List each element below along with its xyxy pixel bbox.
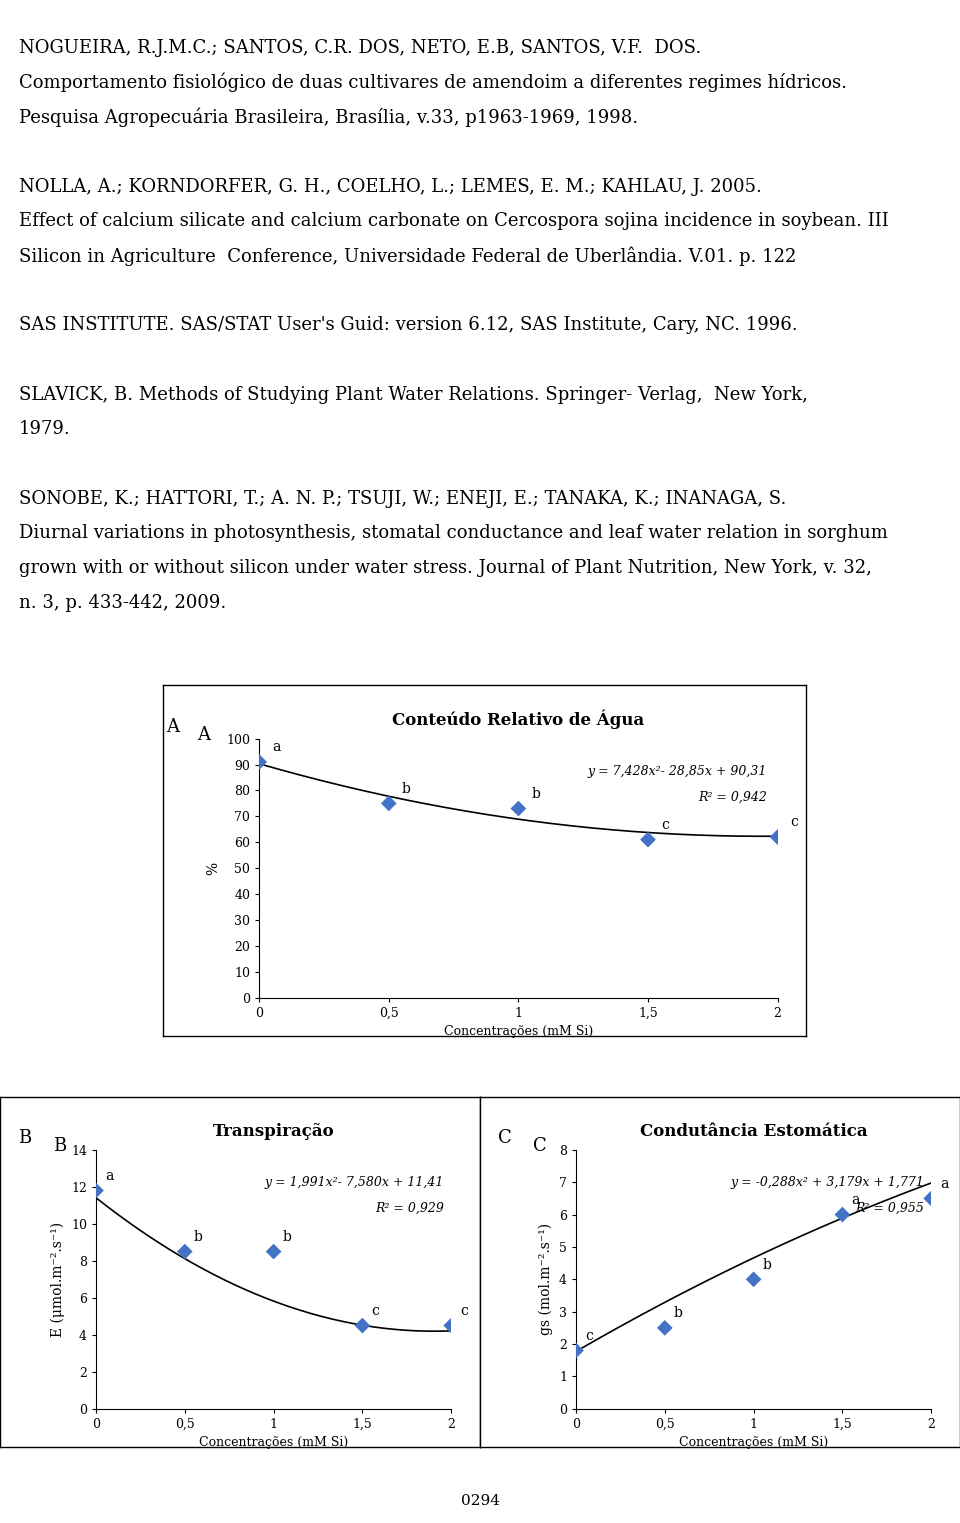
Text: NOGUEIRA, R.J.M.C.; SANTOS, C.R. DOS, NETO, E.B, SANTOS, V.F.  DOS.: NOGUEIRA, R.J.M.C.; SANTOS, C.R. DOS, NE… xyxy=(19,38,702,56)
Point xyxy=(568,1339,584,1363)
Point xyxy=(444,1313,459,1337)
Text: C: C xyxy=(498,1129,512,1147)
Text: c: c xyxy=(660,818,669,832)
Text: b: b xyxy=(402,781,411,795)
X-axis label: Concentrações (mM Si): Concentrações (mM Si) xyxy=(199,1436,348,1450)
Text: grown with or without silicon under water stress. Journal of Plant Nutrition, Ne: grown with or without silicon under wate… xyxy=(19,559,872,577)
Point xyxy=(924,1186,939,1211)
Point xyxy=(511,797,526,821)
Text: Comportamento fisiológico de duas cultivares de amendoim a diferentes regimes hí: Comportamento fisiológico de duas cultiv… xyxy=(19,73,848,93)
Text: b: b xyxy=(674,1307,683,1320)
Text: SAS INSTITUTE. SAS/STAT User's Guid: version 6.12, SAS Institute, Cary, NC. 1996: SAS INSTITUTE. SAS/STAT User's Guid: ver… xyxy=(19,317,798,335)
Text: C: C xyxy=(534,1136,547,1154)
Text: R² = 0,955: R² = 0,955 xyxy=(855,1202,924,1215)
Point xyxy=(252,749,267,774)
Text: NOLLA, A.; KORNDORFER, G. H., COELHO, L.; LEMES, E. M.; KAHLAU, J. 2005.: NOLLA, A.; KORNDORFER, G. H., COELHO, L.… xyxy=(19,178,762,195)
Text: A: A xyxy=(197,725,210,743)
Text: SONOBE, K.; HATTORI, T.; A. N. P.; TSUJI, W.; ENEJI, E.; TANAKA, K.; INANAGA, S.: SONOBE, K.; HATTORI, T.; A. N. P.; TSUJI… xyxy=(19,490,786,507)
Point xyxy=(834,1203,851,1228)
Text: c: c xyxy=(585,1328,592,1343)
Text: a: a xyxy=(273,740,280,754)
Text: y = 1,991x²- 7,580x + 11,41: y = 1,991x²- 7,580x + 11,41 xyxy=(265,1176,444,1189)
Point xyxy=(746,1267,761,1292)
Title: Condutância Estomática: Condutância Estomática xyxy=(639,1122,868,1141)
Point xyxy=(381,790,396,815)
Text: y = -0,288x² + 3,179x + 1,771: y = -0,288x² + 3,179x + 1,771 xyxy=(731,1176,924,1189)
Text: c: c xyxy=(372,1304,379,1317)
Text: B: B xyxy=(18,1129,31,1147)
Text: b: b xyxy=(532,787,540,801)
Text: y = 7,428x²- 28,85x + 90,31: y = 7,428x²- 28,85x + 90,31 xyxy=(588,765,767,778)
Text: SLAVICK, B. Methods of Studying Plant Water Relations. Springer- Verlag,  New Yo: SLAVICK, B. Methods of Studying Plant Wa… xyxy=(19,385,808,404)
Point xyxy=(266,1240,281,1264)
Point xyxy=(177,1240,192,1264)
Text: 1979.: 1979. xyxy=(19,420,71,439)
Point xyxy=(770,825,785,850)
Y-axis label: %: % xyxy=(206,862,221,874)
X-axis label: Concentrações (mM Si): Concentrações (mM Si) xyxy=(444,1025,593,1039)
Text: Diurnal variations in photosynthesis, stomatal conductance and leaf water relati: Diurnal variations in photosynthesis, st… xyxy=(19,524,888,542)
Text: a: a xyxy=(940,1177,948,1191)
Title: Transpiração: Transpiração xyxy=(213,1122,334,1141)
Text: Pesquisa Agropecuária Brasileira, Brasília, v.33, p1963-1969, 1998.: Pesquisa Agropecuária Brasileira, Brasíl… xyxy=(19,108,638,126)
Text: n. 3, p. 433-442, 2009.: n. 3, p. 433-442, 2009. xyxy=(19,594,227,612)
Text: b: b xyxy=(194,1229,203,1244)
Point xyxy=(640,827,656,851)
Title: Conteúdo Relativo de Água: Conteúdo Relativo de Água xyxy=(393,710,644,730)
Text: R² = 0,942: R² = 0,942 xyxy=(698,790,767,804)
Point xyxy=(657,1316,672,1340)
Text: a: a xyxy=(852,1193,859,1206)
Text: A: A xyxy=(166,717,179,736)
Point xyxy=(354,1313,370,1337)
Text: c: c xyxy=(460,1304,468,1317)
Text: 0294: 0294 xyxy=(461,1494,499,1508)
Text: c: c xyxy=(790,815,799,829)
Text: R² = 0,929: R² = 0,929 xyxy=(375,1202,444,1215)
Text: B: B xyxy=(54,1136,66,1154)
Text: Silicon in Agriculture  Conference, Universidade Federal de Uberlândia. V.01. p.: Silicon in Agriculture Conference, Unive… xyxy=(19,247,797,265)
X-axis label: Concentrações (mM Si): Concentrações (mM Si) xyxy=(679,1436,828,1450)
Text: b: b xyxy=(282,1229,291,1244)
Y-axis label: E (μmol.m⁻².s⁻¹): E (μmol.m⁻².s⁻¹) xyxy=(51,1221,65,1337)
Text: Effect of calcium silicate and calcium carbonate on Cercospora sojina incidence : Effect of calcium silicate and calcium c… xyxy=(19,212,889,230)
Point xyxy=(88,1179,104,1203)
Text: b: b xyxy=(762,1258,771,1272)
Text: a: a xyxy=(105,1168,113,1183)
Y-axis label: gs (mol.m⁻².s⁻¹): gs (mol.m⁻².s⁻¹) xyxy=(539,1223,553,1336)
